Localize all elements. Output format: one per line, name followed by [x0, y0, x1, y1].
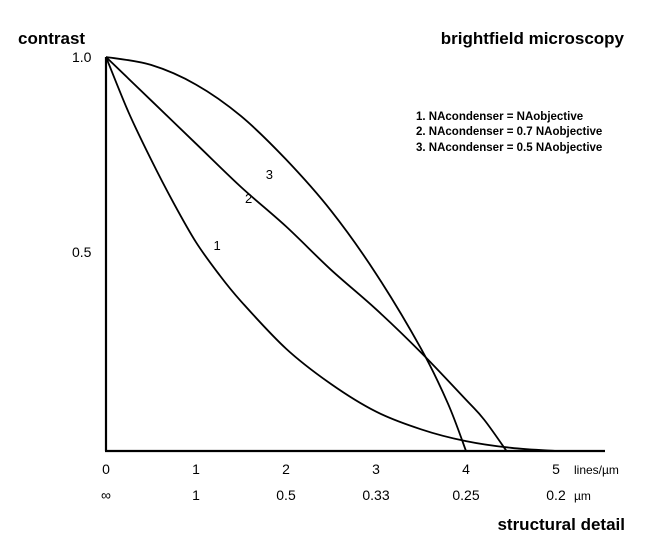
legend-entry-3: 3. NAcondenser = 0.5 NAobjective — [416, 142, 602, 154]
curve-2 — [105, 56, 508, 452]
curve-label-3: 3 — [266, 167, 273, 182]
y-tick-label-0.5: 0.5 — [72, 244, 92, 260]
x-secondary-tick-label-1: 1 — [192, 487, 200, 503]
x-tick-label-2: 2 — [282, 461, 290, 477]
x-secondary-tick-label-3: 0.33 — [362, 487, 389, 503]
x-secondary-tick-label-5: 0.2 — [546, 487, 566, 503]
legend-entry-2: 2. NAcondenser = 0.7 NAobjective — [416, 126, 602, 138]
y-tick-label-1.0: 1.0 — [72, 49, 92, 65]
curve-3 — [105, 56, 467, 452]
x-tick-labels: 0 1 2 3 4 5 ∞ 1 0.5 0.33 0.25 0.2 — [101, 461, 566, 503]
x-unit-primary: lines/µm — [574, 463, 619, 477]
x-tick-label-5: 5 — [552, 461, 560, 477]
x-tick-label-4: 4 — [462, 461, 470, 477]
legend: 1. NAcondenser = NAobjective 2. NAconden… — [416, 111, 602, 154]
y-axis-title: contrast — [18, 29, 85, 48]
curve-label-2: 2 — [245, 191, 252, 206]
curve-labels: 1 23 — [214, 167, 273, 253]
legend-entry-1: 1. NAcondenser = NAobjective — [416, 111, 583, 123]
x-tick-label-3: 3 — [372, 461, 380, 477]
x-tick-label-1: 1 — [192, 461, 200, 477]
x-axis-title: structural detail — [497, 515, 625, 534]
x-secondary-tick-label-4: 0.25 — [452, 487, 479, 503]
x-tick-label-0: 0 — [102, 461, 110, 477]
x-secondary-tick-label-2: 0.5 — [276, 487, 296, 503]
curves — [105, 56, 557, 452]
chart-title: brightfield microscopy — [441, 29, 625, 48]
x-secondary-tick-label-0: ∞ — [101, 487, 111, 503]
curve-label-1: 1 — [214, 238, 221, 253]
x-unit-secondary: µm — [574, 489, 591, 503]
